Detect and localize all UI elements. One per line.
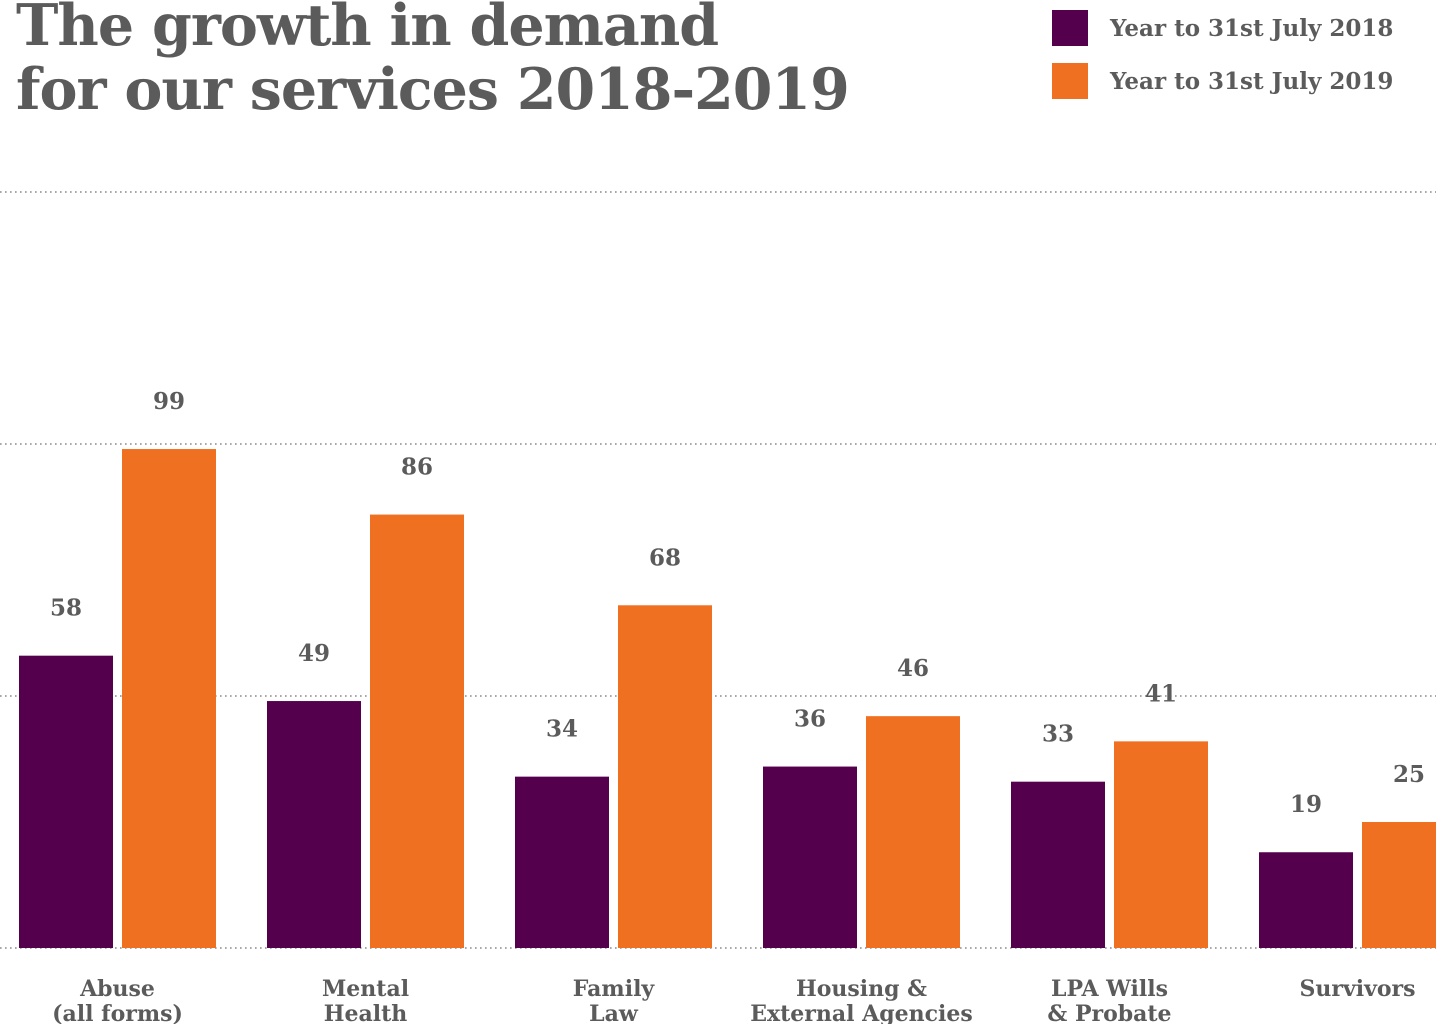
bar-2-series-1 bbox=[618, 605, 712, 948]
value-label-0-series-1: 99 bbox=[153, 388, 185, 415]
bar-0-series-1 bbox=[122, 449, 216, 948]
legend-swatch-2018 bbox=[1052, 10, 1088, 46]
value-label-1-series-1: 86 bbox=[401, 454, 433, 481]
category-label-1-line-0: Mental bbox=[322, 976, 409, 1002]
category-label-3-line-0: Housing & bbox=[796, 976, 927, 1002]
bar-3-series-0 bbox=[763, 766, 857, 948]
chart-title-line-1: The growth in demand bbox=[16, 0, 719, 59]
value-label-5-series-0: 19 bbox=[1290, 791, 1322, 818]
bar-3-series-1 bbox=[866, 716, 960, 948]
value-label-1-series-0: 49 bbox=[298, 640, 330, 667]
bar-4-series-1 bbox=[1114, 741, 1208, 948]
legend-swatch-2019 bbox=[1052, 63, 1088, 99]
legend-item-2018: Year to 31st July 2018 bbox=[1052, 10, 1432, 46]
bar-1-series-0 bbox=[267, 701, 361, 948]
category-label-2-line-1: Law bbox=[589, 1001, 639, 1024]
legend-label-2019: Year to 31st July 2019 bbox=[1110, 68, 1394, 95]
value-label-3-series-1: 46 bbox=[897, 655, 929, 682]
bar-0-series-0 bbox=[19, 655, 113, 948]
category-label-5-line-0: Survivors bbox=[1299, 976, 1415, 1002]
legend-label-2018: Year to 31st July 2018 bbox=[1110, 15, 1394, 42]
bar-5-series-0 bbox=[1259, 852, 1353, 948]
bar-4-series-0 bbox=[1011, 781, 1105, 948]
chart-title: The growth in demand for our services 20… bbox=[16, 0, 850, 123]
category-label-1-line-1: Health bbox=[324, 1001, 408, 1024]
category-label-3-line-1: External Agencies bbox=[750, 1001, 972, 1024]
value-label-5-series-1: 25 bbox=[1393, 761, 1425, 788]
value-label-2-series-0: 34 bbox=[546, 716, 578, 743]
value-label-0-series-0: 58 bbox=[50, 595, 82, 622]
bar-1-series-1 bbox=[370, 514, 464, 948]
value-label-2-series-1: 68 bbox=[649, 544, 681, 571]
category-label-0-line-0: Abuse bbox=[79, 976, 155, 1002]
category-label-0-line-1: (all forms) bbox=[52, 1001, 183, 1024]
bar-2-series-0 bbox=[515, 776, 609, 948]
bar-5-series-1 bbox=[1362, 822, 1436, 948]
category-label-4-line-1: & Probate bbox=[1047, 1001, 1171, 1024]
category-label-4-line-0: LPA Wills bbox=[1051, 976, 1168, 1002]
value-label-3-series-0: 36 bbox=[794, 706, 826, 733]
chart-title-line-2: for our services 2018-2019 bbox=[16, 56, 850, 123]
value-label-4-series-1: 41 bbox=[1145, 680, 1177, 707]
legend-item-2019: Year to 31st July 2019 bbox=[1052, 63, 1432, 99]
category-label-2-line-0: Family bbox=[573, 976, 656, 1002]
value-label-4-series-0: 33 bbox=[1042, 721, 1074, 748]
